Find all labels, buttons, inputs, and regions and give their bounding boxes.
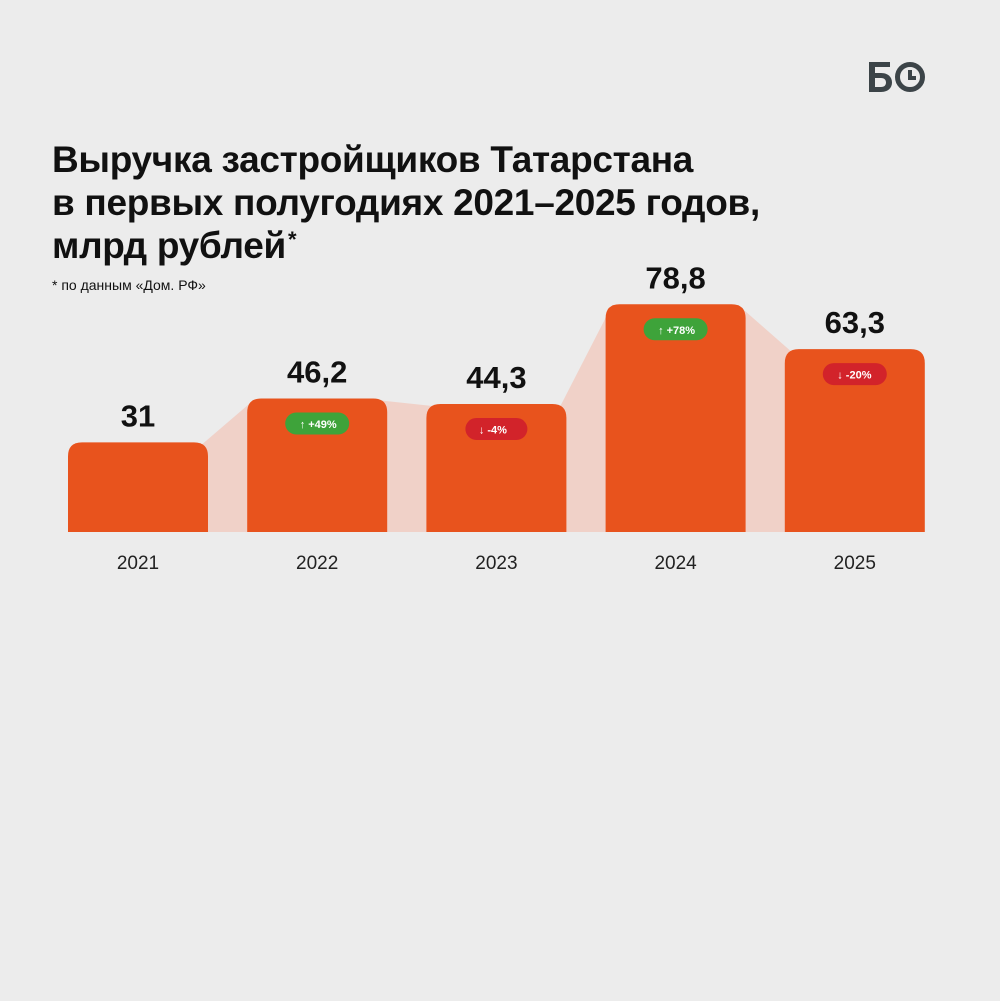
change-badge-text-2024: +78% <box>667 325 696 337</box>
value-label-2025: 63,3 <box>825 305 885 340</box>
arrow-down-icon: ↓ <box>837 370 843 382</box>
title-line-3: млрд рублей* <box>52 224 760 267</box>
change-badge-text-2025: -20% <box>846 370 872 382</box>
year-label-2025: 2025 <box>834 553 876 574</box>
change-badge-bg-2022 <box>285 412 350 435</box>
bar-2023 <box>426 403 567 532</box>
title-line-2: в первых полугодиях 2021–2025 годов, <box>52 182 760 223</box>
year-label-2022: 2022 <box>296 553 338 574</box>
bar-2025 <box>784 349 925 532</box>
connector-2021-2022 <box>202 400 254 532</box>
chart-title: Выручка застройщиков Татарстана в первых… <box>52 138 760 267</box>
title-line-1: Выручка застройщиков Татарстана <box>52 139 694 180</box>
year-label-2023: 2023 <box>475 553 517 574</box>
value-label-2021: 31 <box>121 398 155 433</box>
year-label-2024: 2024 <box>654 553 697 574</box>
change-badge-2022: ↑ +49% <box>285 412 350 435</box>
change-badge-2025: ↓ -20% <box>822 363 887 386</box>
bar-2021 <box>68 442 208 532</box>
title-line-3-text: млрд рублей <box>52 225 286 266</box>
value-label-2023: 44,3 <box>466 360 526 395</box>
arrow-up-icon: ↑ <box>658 325 664 337</box>
connector-2023-2024 <box>560 306 612 532</box>
arrow-down-icon: ↓ <box>479 424 485 436</box>
bar-2022 <box>247 398 388 532</box>
change-badge-2024: ↑ +78% <box>643 318 708 341</box>
source-footnote: * по данным «Дом. РФ» <box>52 277 206 293</box>
year-label-2021: 2021 <box>117 553 159 574</box>
connector-2024-2025 <box>739 306 791 532</box>
value-label-2022: 46,2 <box>287 354 347 389</box>
change-badge-text-2022: +49% <box>308 419 337 431</box>
change-badge-bg-2023 <box>465 417 528 440</box>
arrow-up-icon: ↑ <box>300 419 306 431</box>
change-badge-2023: ↓ -4% <box>465 417 528 440</box>
change-badge-text-2023: -4% <box>487 424 507 436</box>
connector-2022-2023 <box>381 400 433 532</box>
change-badge-bg-2025 <box>822 363 887 386</box>
title-footnote-mark: * <box>287 227 297 252</box>
change-badge-bg-2024 <box>643 318 708 341</box>
bo-logo-icon <box>869 62 925 92</box>
bar-2024 <box>605 304 746 532</box>
value-label-2024: 78,8 <box>645 260 705 295</box>
